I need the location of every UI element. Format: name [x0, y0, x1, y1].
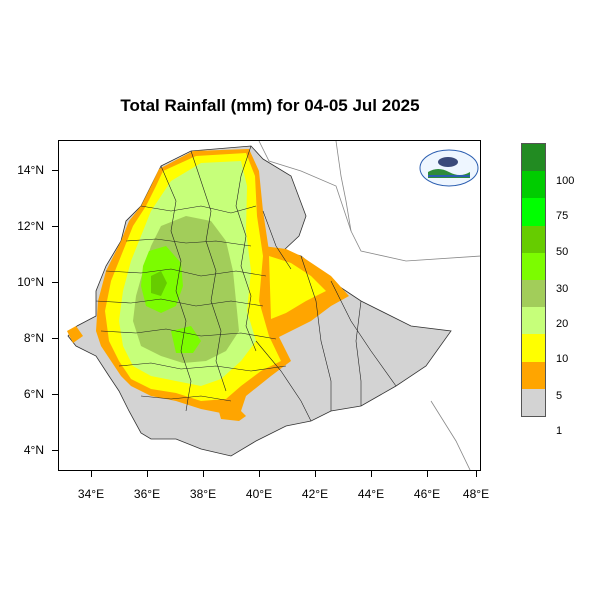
x-axis-label-40e: 40°E — [245, 487, 273, 501]
legend-label-50: 50 — [556, 246, 569, 258]
legend-label-100: 100 — [556, 175, 575, 187]
x-axis-label-38e: 38°E — [189, 487, 217, 501]
y-axis-label-14n: 14°N — [17, 163, 44, 177]
legend-label-1: 1 — [556, 425, 563, 437]
legend-label-20: 20 — [556, 318, 569, 330]
rainfall-map-svg — [67, 141, 480, 470]
legend-swatch — [522, 334, 545, 362]
legend-swatch — [522, 198, 545, 226]
y-tick — [52, 450, 58, 451]
legend-swatch — [522, 279, 545, 308]
legend-swatch — [522, 225, 545, 253]
meteorology-agency-logo-icon — [418, 148, 480, 188]
map-title: Total Rainfall (mm) for 04-05 Jul 2025 — [120, 96, 420, 115]
x-axis-label-44e: 44°E — [357, 487, 385, 501]
rain-zone-yellow-east — [269, 256, 326, 319]
x-axis-label-48e: 48°E — [462, 487, 490, 501]
rain-zone-orange-south — [216, 401, 246, 421]
x-tick — [371, 471, 372, 477]
y-tick — [52, 226, 58, 227]
rain-zone-orange-sw — [67, 326, 83, 343]
y-axis-label-10n: 10°N — [17, 275, 44, 289]
y-axis-label-4n: 4°N — [23, 443, 44, 457]
y-axis-label-12n: 12°N — [17, 219, 44, 233]
x-tick — [147, 471, 148, 477]
x-tick — [91, 471, 92, 477]
x-axis-label-36e: 36°E — [133, 487, 161, 501]
color-legend — [521, 143, 546, 417]
y-tick — [52, 394, 58, 395]
y-axis-label-8n: 8°N — [23, 331, 44, 345]
legend-swatch — [522, 388, 545, 416]
x-axis-label-42e: 42°E — [301, 487, 329, 501]
neighbour-borders — [258, 141, 480, 470]
legend-swatch — [522, 144, 545, 172]
legend-label-10: 10 — [556, 353, 569, 365]
x-tick — [203, 471, 204, 477]
x-tick — [315, 471, 316, 477]
legend-label-5: 5 — [556, 390, 563, 402]
rainfall-map — [58, 140, 481, 471]
x-axis-label-34e: 34°E — [77, 487, 105, 501]
legend-swatch — [522, 171, 545, 199]
x-axis-label-46e: 46°E — [413, 487, 441, 501]
legend-label-30: 30 — [556, 283, 569, 295]
legend-swatch — [522, 361, 545, 389]
y-tick — [52, 338, 58, 339]
rain-zone-green — [151, 271, 167, 296]
legend-swatch — [522, 252, 545, 280]
legend-label-75: 75 — [556, 210, 569, 222]
x-tick — [427, 471, 428, 477]
admin-boundaries — [95, 145, 397, 422]
x-tick — [476, 471, 477, 477]
rain-zone-lime-south — [171, 326, 201, 353]
y-tick — [52, 170, 58, 171]
y-axis-label-6n: 6°N — [23, 387, 44, 401]
y-tick — [52, 282, 58, 283]
legend-swatch — [522, 307, 545, 335]
x-tick — [259, 471, 260, 477]
